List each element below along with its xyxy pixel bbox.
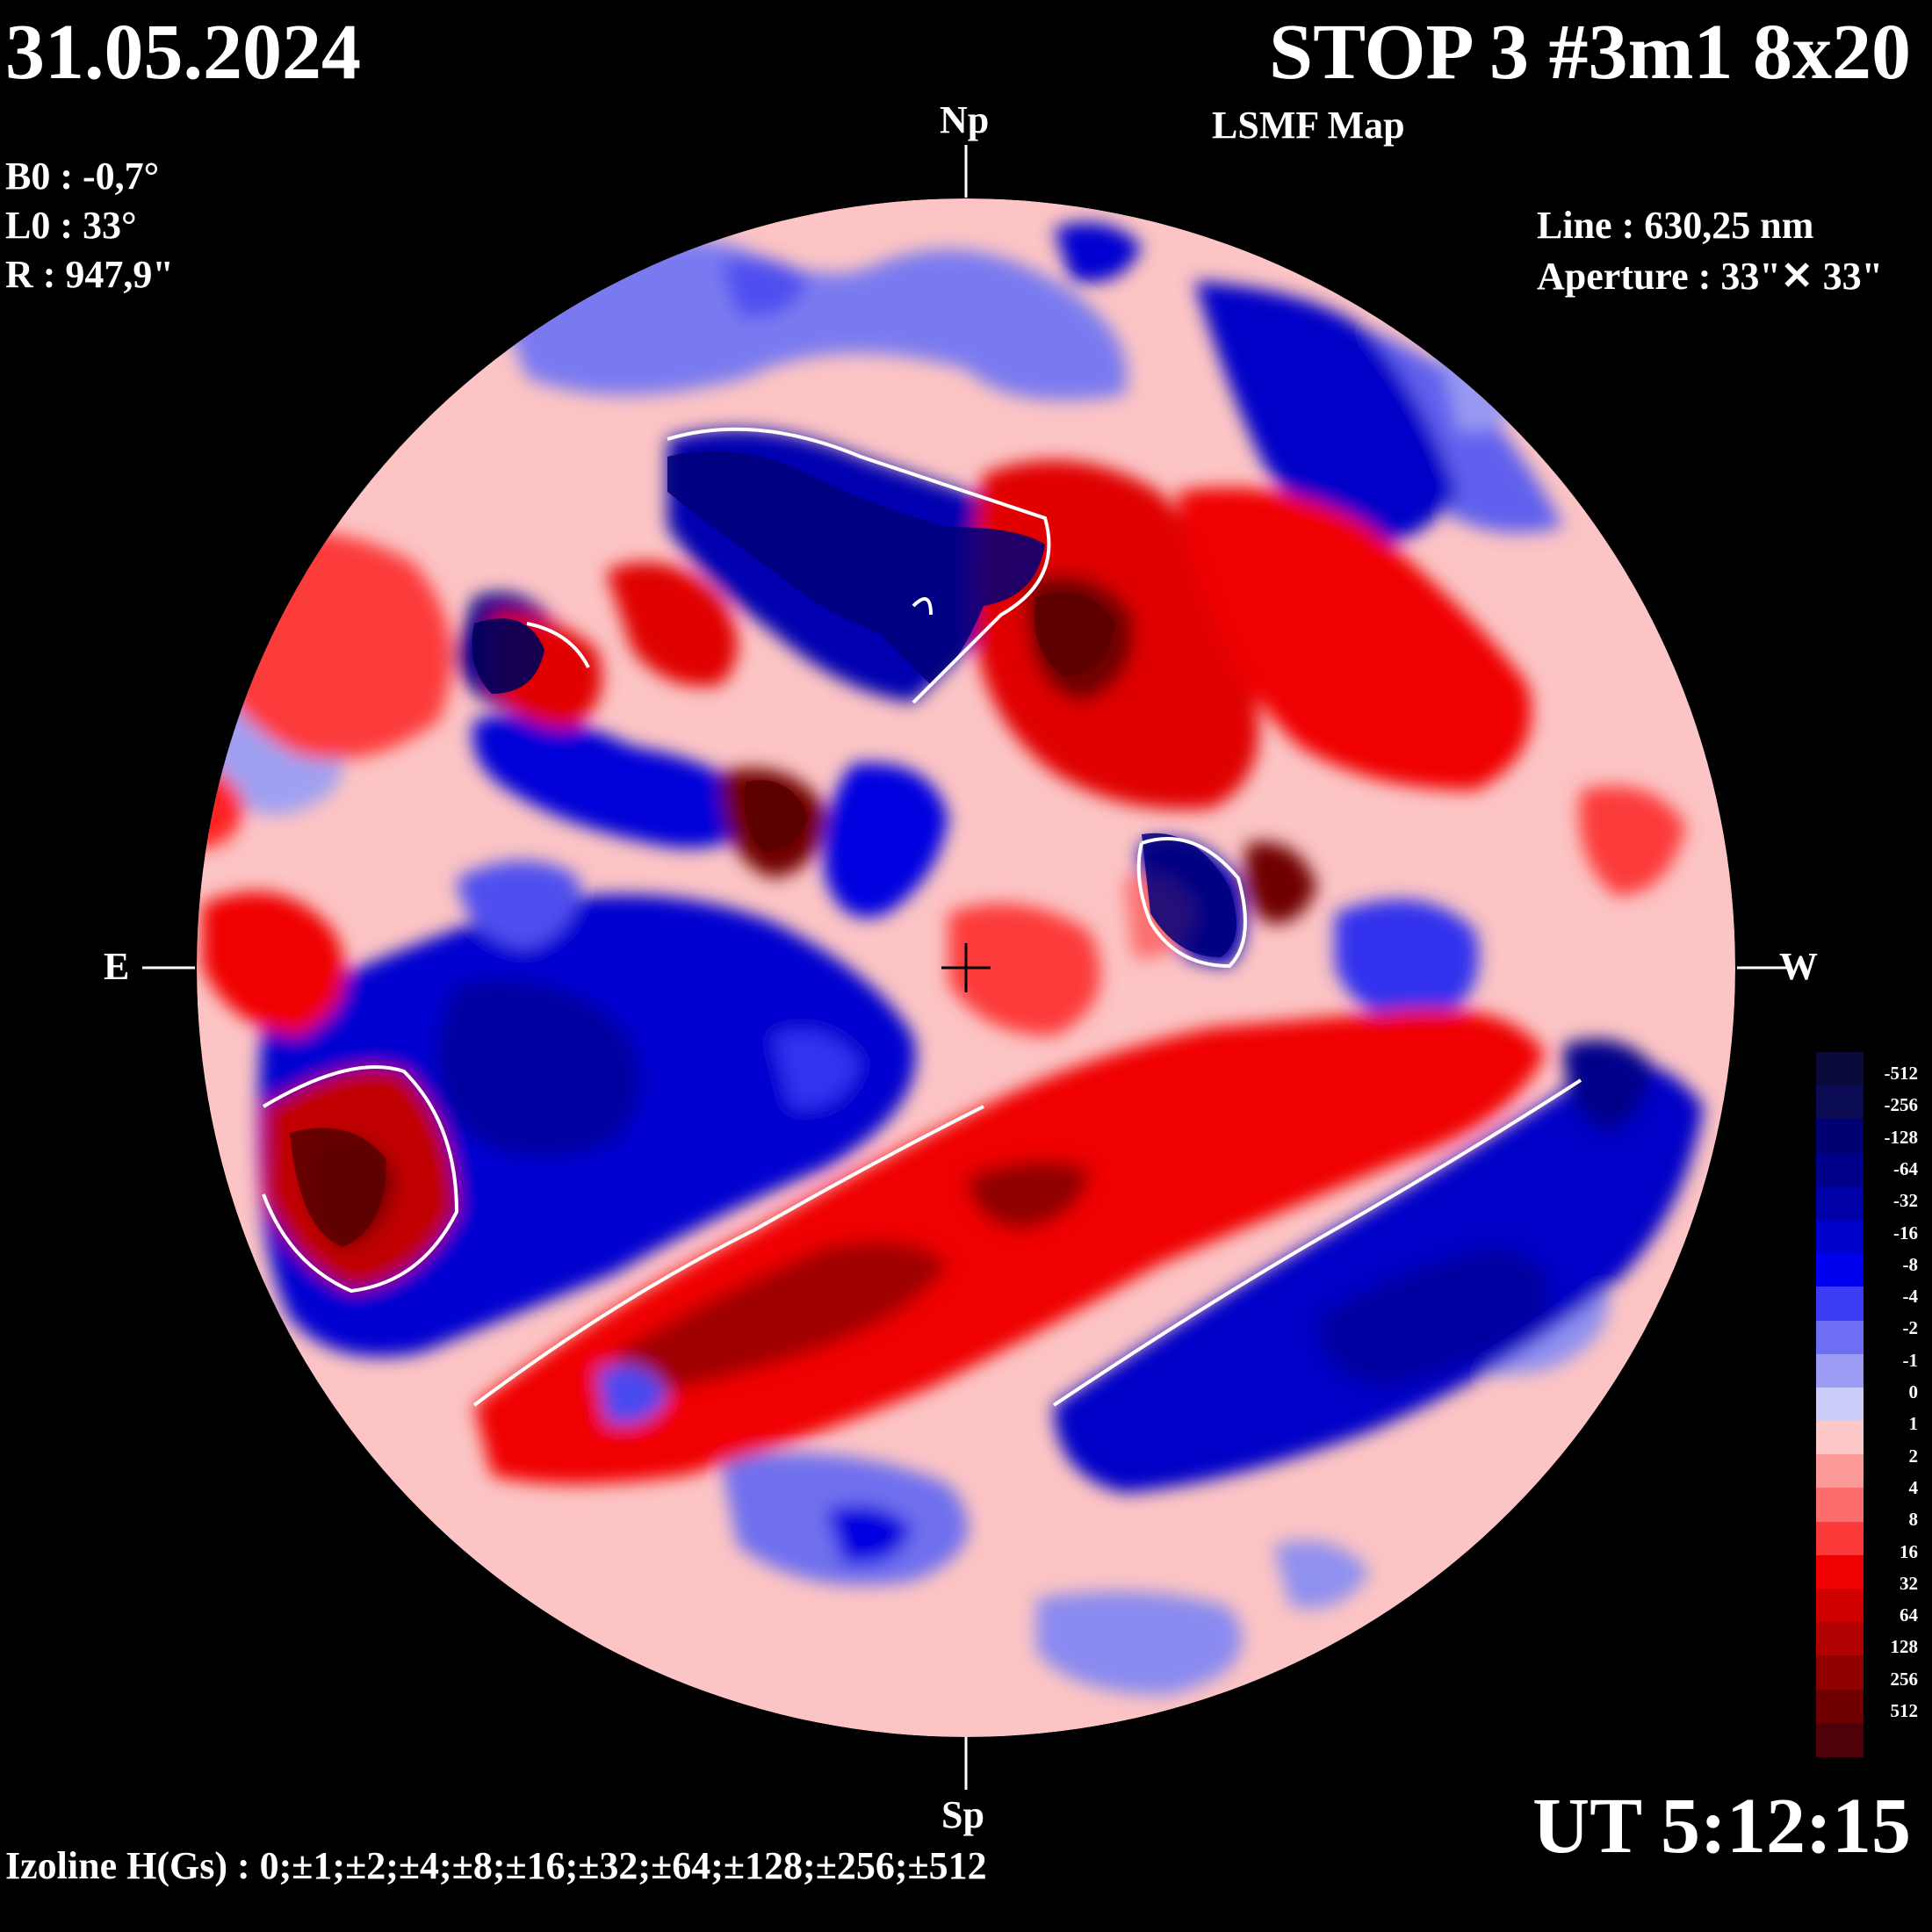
colorbar-swatch — [1816, 1353, 1864, 1388]
param-l0: L0 : 33° — [5, 204, 137, 247]
colorbar-swatch — [1816, 1554, 1864, 1590]
colorbar-swatch — [1816, 1521, 1864, 1556]
param-radius: R : 947,9" — [5, 253, 174, 296]
colorbar-label: -4 — [1902, 1286, 1919, 1308]
colorbar-label: 1 — [1908, 1413, 1919, 1435]
spectral-line: Line : 630,25 nm — [1537, 204, 1814, 247]
colorbar-label: -32 — [1893, 1190, 1918, 1212]
colorbar-swatch — [1816, 1421, 1864, 1456]
colorbar-label: -256 — [1884, 1094, 1919, 1116]
colorbar-label: -8 — [1902, 1253, 1919, 1275]
colorbar-legend — [1816, 1052, 1864, 1757]
colorbar-label: 128 — [1890, 1636, 1919, 1658]
map-subtitle: LSMF Map — [1212, 104, 1405, 147]
colorbar-swatch — [1816, 1722, 1864, 1757]
aperture: Aperture : 33"✕ 33" — [1537, 255, 1884, 298]
colorbar-swatch — [1816, 1387, 1864, 1423]
colorbar-label: 8 — [1908, 1509, 1919, 1531]
colorbar-label: 2 — [1908, 1445, 1919, 1467]
colorbar-label: -512 — [1884, 1063, 1919, 1084]
east-label: E — [104, 945, 130, 988]
colorbar-label: -128 — [1884, 1126, 1919, 1148]
colorbar-label: -1 — [1902, 1349, 1919, 1371]
colorbar-label: -16 — [1893, 1222, 1918, 1244]
map-title: STOP 3 #3m1 8x20 — [1269, 9, 1911, 96]
universal-time: UT 5:12:15 — [1532, 1783, 1911, 1870]
colorbar-swatch — [1816, 1622, 1864, 1657]
colorbar-swatch — [1816, 1253, 1864, 1288]
param-b0: B0 : -0,7° — [5, 155, 160, 198]
colorbar-swatch — [1816, 1119, 1864, 1154]
colorbar-swatch — [1816, 1219, 1864, 1255]
colorbar-label: 64 — [1900, 1604, 1918, 1626]
colorbar-label: -64 — [1893, 1157, 1918, 1179]
colorbar-swatch — [1816, 1052, 1864, 1087]
colorbar-label: -2 — [1902, 1317, 1919, 1339]
colorbar-label: 16 — [1900, 1540, 1918, 1562]
isoline-levels: Izoline H(Gs) : 0;±1;±2;±4;±8;±16;±32;±6… — [5, 1844, 987, 1887]
colorbar-swatch — [1816, 1320, 1864, 1355]
colorbar-swatch — [1816, 1287, 1864, 1322]
colorbar-swatch — [1816, 1152, 1864, 1187]
west-label: W — [1779, 945, 1818, 988]
north-pole-label: Np — [940, 98, 990, 141]
observation-date: 31.05.2024 — [5, 9, 361, 96]
colorbar-label: 4 — [1908, 1476, 1919, 1498]
south-pole-label: Sp — [941, 1793, 984, 1836]
colorbar-swatch — [1816, 1488, 1864, 1523]
axis-ticks — [142, 145, 1790, 1790]
colorbar-swatch — [1816, 1655, 1864, 1690]
colorbar-swatch — [1816, 1589, 1864, 1624]
colorbar-label: 512 — [1890, 1700, 1919, 1721]
colorbar-swatch — [1816, 1689, 1864, 1724]
colorbar-label: 256 — [1890, 1668, 1919, 1690]
colorbar-swatch — [1816, 1454, 1864, 1489]
colorbar-label: 32 — [1900, 1572, 1918, 1594]
colorbar-swatch — [1816, 1085, 1864, 1121]
colorbar-swatch — [1816, 1186, 1864, 1221]
colorbar-label: 0 — [1908, 1381, 1919, 1402]
